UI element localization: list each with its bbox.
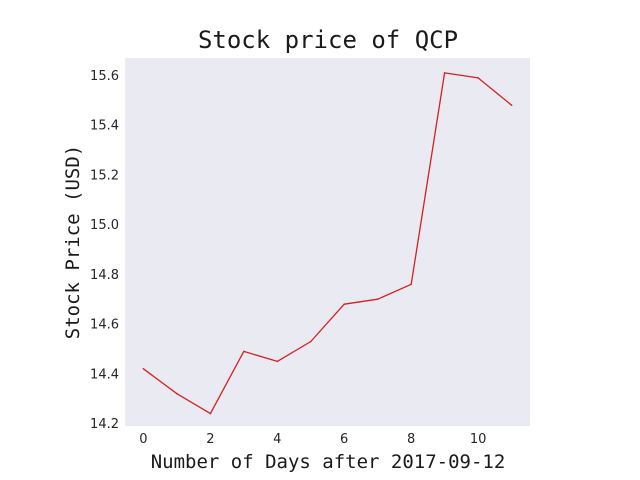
x-axis-ticks: 0 2 4 6 8 10 <box>139 432 486 447</box>
data-point <box>276 360 279 363</box>
data-point <box>477 77 479 79</box>
y-tick-label: 15.0 <box>90 218 119 233</box>
data-point <box>176 392 178 395</box>
x-tick-label: 4 <box>273 432 281 447</box>
x-tick-label: 8 <box>407 432 415 447</box>
y-tick-label: 14.4 <box>90 367 119 382</box>
y-tick-label: 15.4 <box>90 119 119 134</box>
y-tick-label: 15.2 <box>90 168 119 183</box>
y-tick-label: 14.2 <box>90 417 119 432</box>
data-point <box>376 298 379 301</box>
data-point <box>410 283 413 286</box>
y-axis-ticks: 14.2 14.4 14.6 14.8 15.0 15.2 15.4 15.6 <box>90 69 119 432</box>
y-tick-label: 14.8 <box>90 268 119 283</box>
x-tick-label: 2 <box>206 432 214 447</box>
y-tick-label: 15.6 <box>90 69 119 84</box>
plot-area <box>125 58 530 426</box>
chart-title: Stock price of QCP <box>198 26 458 54</box>
data-point <box>443 72 446 74</box>
x-tick-label: 6 <box>340 432 348 447</box>
data-point <box>310 340 312 343</box>
y-tick-label: 14.6 <box>90 318 119 333</box>
x-axis-label: Number of Days after 2017-09-12 <box>151 451 506 473</box>
y-axis-label: Stock Price (USD) <box>62 145 84 339</box>
data-point <box>243 350 245 353</box>
data-point <box>142 368 145 370</box>
price-data-points <box>142 72 513 415</box>
price-series-line <box>143 72 513 415</box>
x-tick-label: 10 <box>470 432 487 447</box>
data-point <box>209 412 212 415</box>
x-tick-label: 0 <box>139 432 147 447</box>
data-point <box>510 104 513 106</box>
data-point <box>343 303 346 306</box>
